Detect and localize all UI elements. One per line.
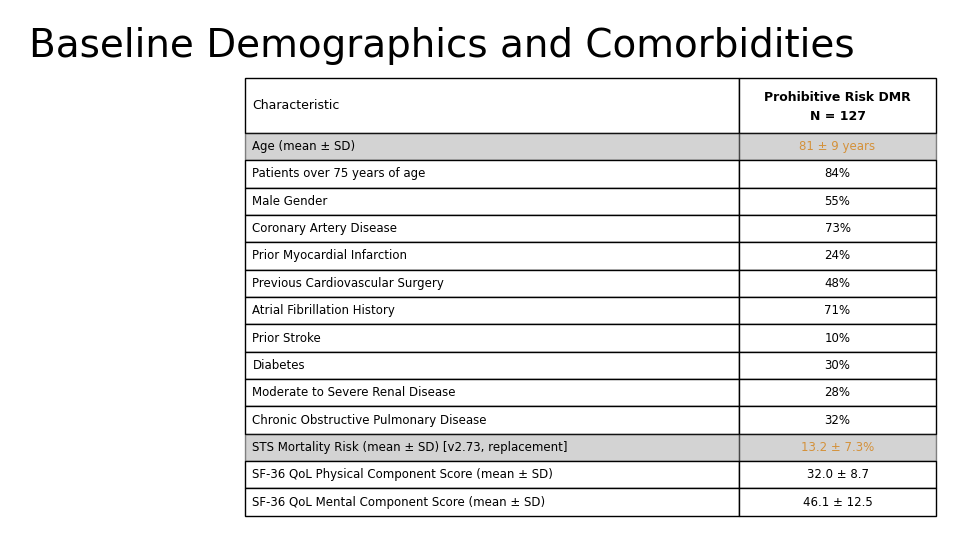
Text: Prior Stroke: Prior Stroke xyxy=(252,332,322,345)
Bar xyxy=(739,215,936,242)
Bar xyxy=(739,406,936,434)
Bar xyxy=(245,133,739,160)
Text: Chronic Obstructive Pulmonary Disease: Chronic Obstructive Pulmonary Disease xyxy=(252,414,487,427)
Bar xyxy=(245,434,739,461)
Text: 55%: 55% xyxy=(825,195,851,208)
Bar xyxy=(245,242,739,269)
Text: SF-36 QoL Mental Component Score (mean ± SD): SF-36 QoL Mental Component Score (mean ±… xyxy=(252,496,545,509)
Text: N = 127: N = 127 xyxy=(809,110,866,123)
Text: 30%: 30% xyxy=(825,359,851,372)
Text: 73%: 73% xyxy=(825,222,851,235)
Text: Coronary Artery Disease: Coronary Artery Disease xyxy=(252,222,397,235)
Text: Diabetes: Diabetes xyxy=(252,359,305,372)
Text: Baseline Demographics and Comorbidities: Baseline Demographics and Comorbidities xyxy=(29,27,854,65)
Bar xyxy=(245,187,739,215)
Bar xyxy=(739,352,936,379)
Bar xyxy=(245,379,739,406)
Bar xyxy=(739,461,936,488)
Bar xyxy=(245,297,739,325)
Text: 28%: 28% xyxy=(825,386,851,399)
Bar xyxy=(739,488,936,516)
Bar xyxy=(245,352,739,379)
Text: 32%: 32% xyxy=(825,414,851,427)
Text: Previous Cardiovascular Surgery: Previous Cardiovascular Surgery xyxy=(252,277,444,290)
Bar xyxy=(739,379,936,406)
Bar xyxy=(739,242,936,269)
Text: 71%: 71% xyxy=(825,304,851,317)
Text: SF-36 QoL Physical Component Score (mean ± SD): SF-36 QoL Physical Component Score (mean… xyxy=(252,468,553,481)
Text: 48%: 48% xyxy=(825,277,851,290)
Bar xyxy=(245,325,739,352)
Bar xyxy=(739,297,936,325)
Bar xyxy=(245,461,739,488)
Text: Male Gender: Male Gender xyxy=(252,195,328,208)
Bar xyxy=(245,215,739,242)
Text: Prohibitive Risk DMR: Prohibitive Risk DMR xyxy=(764,91,911,104)
Bar xyxy=(245,406,739,434)
Bar xyxy=(739,78,936,133)
Text: 32.0 ± 8.7: 32.0 ± 8.7 xyxy=(806,468,869,481)
Text: 24%: 24% xyxy=(825,249,851,262)
Text: Age (mean ± SD): Age (mean ± SD) xyxy=(252,140,355,153)
Bar xyxy=(245,160,739,187)
Text: 10%: 10% xyxy=(825,332,851,345)
Bar xyxy=(245,269,739,297)
Text: STS Mortality Risk (mean ± SD) [v2.73, replacement]: STS Mortality Risk (mean ± SD) [v2.73, r… xyxy=(252,441,568,454)
Text: 13.2 ± 7.3%: 13.2 ± 7.3% xyxy=(801,441,875,454)
Bar xyxy=(739,133,936,160)
Text: Characteristic: Characteristic xyxy=(252,99,340,112)
Bar xyxy=(245,488,739,516)
Bar xyxy=(739,325,936,352)
Bar xyxy=(739,434,936,461)
Bar xyxy=(245,78,739,133)
Text: 81 ± 9 years: 81 ± 9 years xyxy=(800,140,876,153)
Text: 84%: 84% xyxy=(825,167,851,180)
Text: Atrial Fibrillation History: Atrial Fibrillation History xyxy=(252,304,396,317)
Text: 46.1 ± 12.5: 46.1 ± 12.5 xyxy=(803,496,873,509)
Bar xyxy=(739,269,936,297)
Text: Moderate to Severe Renal Disease: Moderate to Severe Renal Disease xyxy=(252,386,456,399)
Text: Prior Myocardial Infarction: Prior Myocardial Infarction xyxy=(252,249,407,262)
Bar xyxy=(739,187,936,215)
Text: Patients over 75 years of age: Patients over 75 years of age xyxy=(252,167,426,180)
Bar xyxy=(739,160,936,187)
